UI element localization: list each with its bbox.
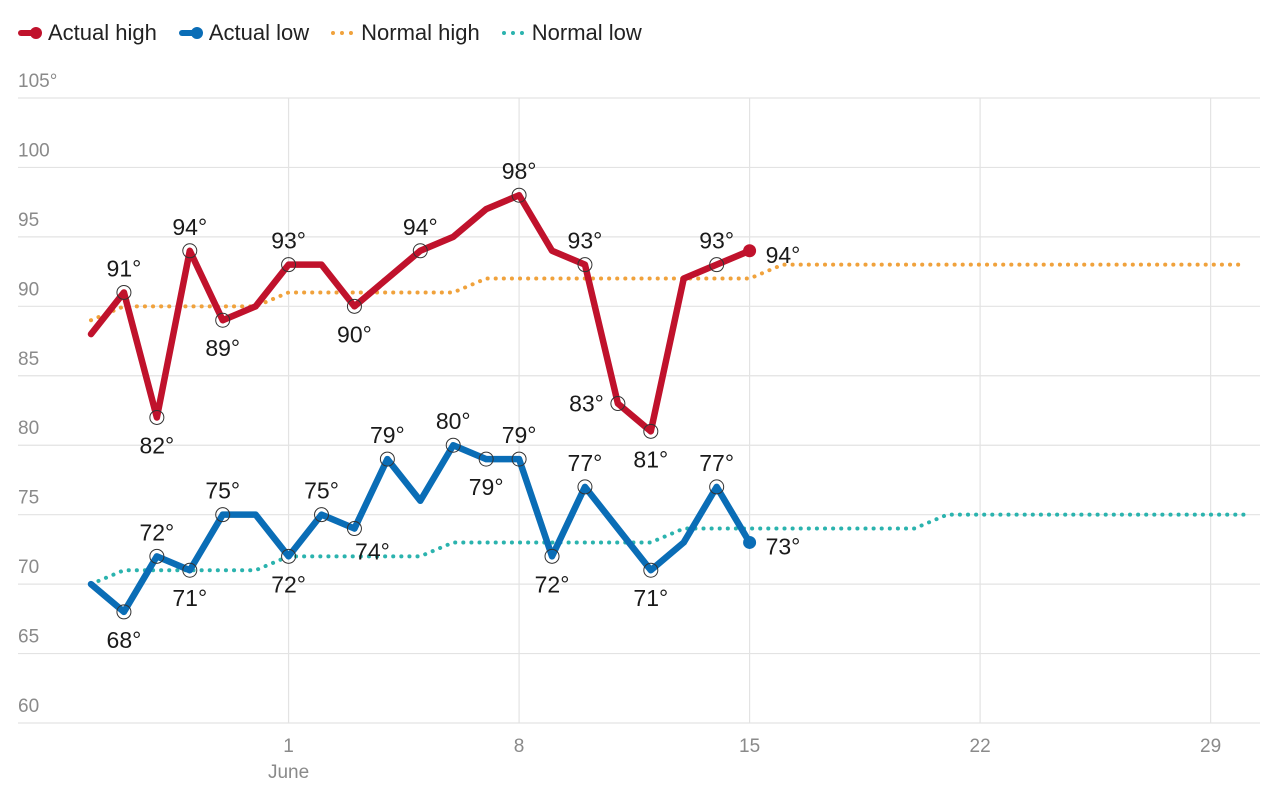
data-label: 77° <box>568 450 603 476</box>
series-end-point <box>743 535 757 549</box>
legend: Actual high Actual low Normal high Norma… <box>18 20 642 46</box>
data-label: 74° <box>355 539 390 565</box>
normal-high-line <box>89 262 1246 323</box>
data-label: 81° <box>633 446 668 472</box>
data-point-marker <box>116 604 132 620</box>
data-label: 91° <box>107 255 142 281</box>
data-point-marker <box>610 396 626 412</box>
data-label: 83° <box>569 391 604 417</box>
data-label: 82° <box>139 432 174 458</box>
data-label: 71° <box>172 585 207 611</box>
x-tick-label: 29 <box>1200 736 1221 757</box>
data-point-marker <box>445 437 461 453</box>
data-label: 98° <box>502 158 537 184</box>
data-point-marker <box>577 257 593 273</box>
legend-swatch <box>501 31 524 35</box>
data-label: 89° <box>205 335 240 361</box>
data-point-marker <box>709 257 725 273</box>
data-point-marker <box>544 548 560 564</box>
x-tick-label: 15 <box>739 736 760 757</box>
data-point-marker <box>511 451 527 467</box>
data-point-marker <box>643 423 659 439</box>
series-end-point <box>743 244 757 258</box>
legend-label: Normal low <box>531 20 642 45</box>
data-label: 68° <box>107 627 142 653</box>
data-label: 93° <box>699 228 734 254</box>
data-point-marker <box>215 312 231 328</box>
data-point-marker <box>281 257 297 273</box>
y-tick-label: 70 <box>18 557 39 578</box>
data-point-marker <box>116 284 132 300</box>
data-label: 71° <box>633 585 668 611</box>
data-label: 94° <box>172 214 207 240</box>
data-label: 73° <box>766 533 801 559</box>
data-label: 79° <box>469 474 504 500</box>
data-point-marker <box>577 479 593 495</box>
y-tick-label: 65 <box>18 627 39 648</box>
y-tick-label: 75 <box>18 488 39 509</box>
x-tick-label: 1 <box>283 736 294 757</box>
x-tick-label: 8 <box>514 736 525 757</box>
y-tick-label: 100 <box>18 140 50 161</box>
legend-swatch <box>331 31 354 35</box>
data-point-marker <box>149 548 165 564</box>
legend-item-actual-low[interactable]: Actual low <box>178 20 310 46</box>
y-tick-label: 85 <box>18 349 39 370</box>
data-label: 90° <box>337 321 372 347</box>
data-point-marker <box>643 562 659 578</box>
data-point-marker <box>215 507 231 523</box>
legend-label: Actual low <box>208 20 310 45</box>
x-tick-label: 22 <box>970 736 991 757</box>
data-label: 75° <box>205 478 240 504</box>
legend-label: Normal high <box>361 20 480 45</box>
data-label: 75° <box>304 478 339 504</box>
legend-label: Actual high <box>48 20 157 45</box>
data-label: 93° <box>271 228 306 254</box>
x-month-label: June <box>268 762 309 783</box>
legend-swatch <box>18 27 42 39</box>
data-label: 79° <box>502 422 537 448</box>
data-point-marker <box>346 298 362 314</box>
y-tick-label: 95 <box>18 210 39 231</box>
data-point-marker <box>412 243 428 259</box>
data-point-marker <box>314 507 330 523</box>
legend-item-normal-high[interactable]: Normal high <box>331 20 480 46</box>
data-label: 72° <box>139 519 174 545</box>
data-label: 80° <box>436 408 471 434</box>
data-point-marker <box>379 451 395 467</box>
data-label: 72° <box>535 571 570 597</box>
actual-low-line <box>87 441 753 616</box>
data-point-marker <box>511 187 527 203</box>
data-point-marker <box>281 548 297 564</box>
y-tick-label: 60 <box>18 696 39 717</box>
data-point-marker <box>182 562 198 578</box>
y-tick-label: 80 <box>18 418 39 439</box>
legend-item-normal-low[interactable]: Normal low <box>501 20 642 46</box>
data-label: 94° <box>766 242 801 268</box>
data-point-marker <box>346 521 362 537</box>
legend-swatch <box>178 27 203 39</box>
actual-high-line <box>87 191 753 435</box>
data-point-marker <box>478 451 494 467</box>
data-label: 93° <box>568 228 603 254</box>
y-tick-label: 90 <box>18 279 39 300</box>
data-point-marker <box>149 409 165 425</box>
data-label: 94° <box>403 214 438 240</box>
legend-item-actual-high[interactable]: Actual high <box>18 20 157 46</box>
data-label: 77° <box>699 450 734 476</box>
data-point-marker <box>709 479 725 495</box>
data-label: 79° <box>370 422 405 448</box>
data-label: 72° <box>271 571 306 597</box>
data-point-marker <box>182 243 198 259</box>
y-tick-label: 105° <box>18 71 57 92</box>
